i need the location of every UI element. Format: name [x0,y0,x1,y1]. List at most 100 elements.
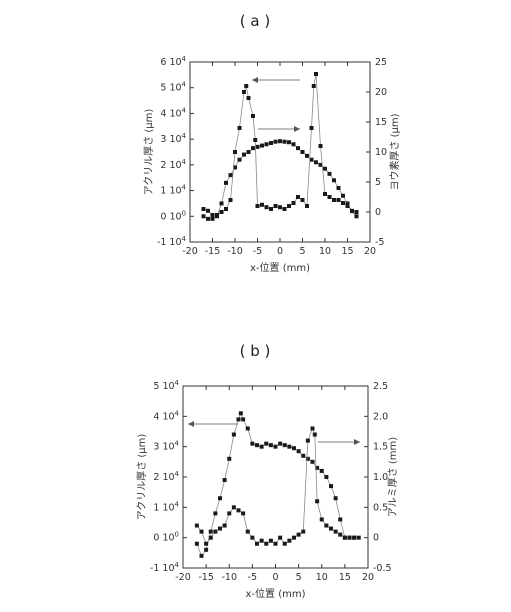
series-line-left [196,412,359,557]
data-point [237,126,242,130]
data-point [236,417,241,422]
x-tick-label: 0 [277,246,283,257]
data-point [264,205,269,210]
data-point [222,478,227,483]
y-left-tick-label: 3 104 [160,132,186,145]
data-point [269,207,273,211]
data-point [336,186,341,190]
data-point [324,523,329,528]
plot-frame [182,385,369,569]
data-point [333,529,338,534]
y-right-tick-label: 20 [375,87,387,98]
data-point [323,192,327,196]
data-point [310,426,315,431]
data-point [255,204,260,208]
data-point [269,141,273,145]
data-point [300,150,305,154]
data-point [319,517,324,522]
y-left-tick-label: 2 104 [160,158,186,171]
data-point [305,204,309,208]
data-point [287,444,292,449]
data-point [242,90,246,94]
x-tick-label: 20 [364,246,376,257]
data-point [352,535,357,540]
data-point [305,438,310,443]
x-tick-label: 15 [341,246,353,257]
data-point [255,541,259,546]
data-point [236,508,241,513]
y-left-tick-label: 1 104 [153,500,179,513]
data-point [201,207,206,211]
data-point [251,114,255,118]
data-point [282,139,287,144]
data-point [213,511,218,516]
data-point [287,204,291,208]
data-point [246,96,251,100]
data-point [305,456,310,461]
x-tick-label: 20 [362,572,374,583]
data-point [338,532,343,537]
data-point [215,213,219,217]
y-right-tick-label: 15 [375,117,387,128]
data-point [319,468,324,473]
y-right-tick-label: 1.0 [373,472,388,483]
data-point [231,505,236,510]
data-point [210,213,215,217]
y-left-tick-label: -1 104 [157,235,187,248]
x-tick-label: 10 [316,572,328,583]
data-point [242,152,246,157]
data-point [318,162,323,167]
panel-label: ( b ) [240,342,271,360]
data-point [350,208,354,213]
data-point [310,459,315,464]
data-point [224,207,228,211]
data-point [250,535,255,540]
y-left-axis-title: アクリル厚さ (μm) [143,109,155,196]
data-point [227,511,232,516]
data-point [345,201,350,206]
data-point [336,198,341,202]
x-tick-label: 10 [319,246,331,257]
data-point [327,171,332,176]
y-right-tick-label: 0 [373,533,379,544]
data-point [345,204,350,208]
data-point [222,523,227,528]
data-point [305,153,309,158]
data-point [327,195,332,199]
data-point [244,84,249,88]
data-point [329,526,333,531]
data-point [245,426,250,431]
data-point [206,216,210,221]
data-point [241,417,246,422]
data-point [338,517,343,522]
data-point [309,157,314,162]
x-tick-label: -10 [221,572,237,583]
data-point [199,553,204,558]
data-point [273,541,278,546]
data-point [208,529,213,534]
y-left-tick-label: 2 104 [153,470,179,483]
x-tick-label: -15 [198,572,214,583]
data-point [201,214,206,219]
data-point [278,535,283,540]
data-point [273,204,278,208]
data-point [194,541,199,546]
data-point [238,411,243,416]
data-point [291,201,296,205]
data-point [347,535,352,540]
x-tick-label: -20 [182,246,198,257]
data-point [278,205,282,210]
data-point [210,216,215,221]
data-point [260,202,264,207]
y-right-axis-title: ヨウ素厚さ (μm) [388,113,401,190]
data-point [218,496,222,501]
y-right-tick-label: 2.0 [373,411,388,422]
data-point [228,198,233,202]
data-point [292,535,296,540]
y-right-axis-title: アルミ厚さ (mm) [387,437,399,517]
y-left-tick-label: 0 100 [153,531,179,544]
chart-a: ( a ) -20 -15 -10 -5 0 5 10 15 20 -1 104 0 100 1 104… [143,12,401,274]
data-point [224,180,228,185]
data-point [273,444,278,449]
